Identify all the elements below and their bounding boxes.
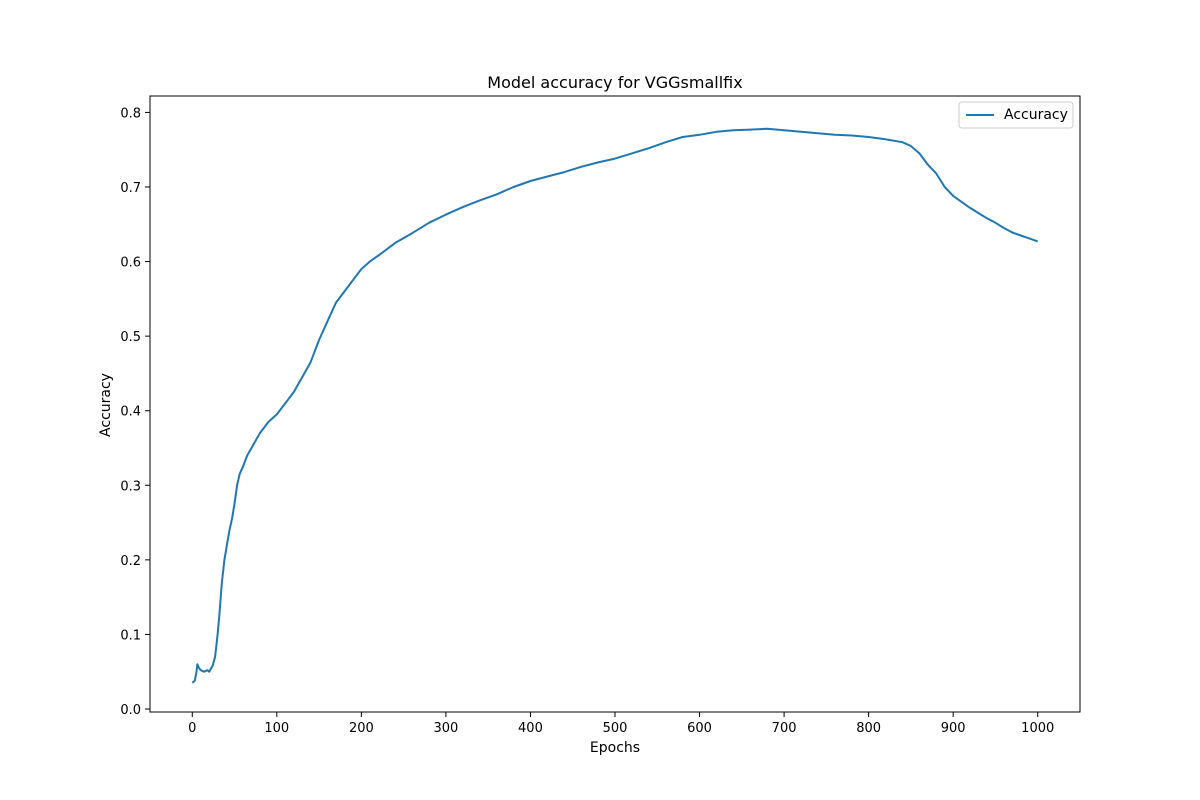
legend-frame (958, 101, 1074, 129)
y-tick-label: 0.5 (120, 330, 141, 345)
y-tick-label: 0.0 (120, 703, 141, 718)
y-axis-label: Accuracy (98, 373, 114, 437)
y-tick-label: 0.3 (120, 479, 141, 494)
y-tick-label: 0.7 (120, 181, 141, 196)
y-tick-label: 0.2 (120, 554, 141, 569)
y-tick-label: 0.1 (120, 628, 141, 643)
plot-frame (149, 95, 1081, 713)
x-tick-label: 700 (772, 721, 797, 736)
x-tick-label: 0 (188, 721, 196, 736)
y-tick-label: 0.6 (120, 256, 141, 271)
plot-area (191, 127, 1039, 684)
x-tick-label: 900 (941, 721, 966, 736)
x-tick-label: 600 (687, 721, 712, 736)
axes: 0 100 200 300 400 500 600 700 800 900 1000 0.0 0.1 0.… (120, 95, 1081, 736)
y-tick-label: 0.8 (120, 106, 141, 121)
y-tick-label: 0.4 (120, 405, 141, 420)
legend: Accuracy (958, 101, 1074, 129)
series-line-accuracy (191, 127, 1039, 684)
x-tick-label: 200 (349, 721, 374, 736)
x-axis-label: Epochs (590, 740, 640, 756)
x-tick-label: 300 (433, 721, 458, 736)
x-tick-label: 800 (856, 721, 881, 736)
x-tick-label: 400 (518, 721, 543, 736)
legend-label-accuracy: Accuracy (1004, 107, 1068, 123)
x-tick-label: 1000 (1021, 721, 1054, 736)
x-tick-label: 500 (603, 721, 628, 736)
chart-title: Model accuracy for VGGsmallfix (487, 73, 742, 92)
x-tick-label: 100 (264, 721, 289, 736)
